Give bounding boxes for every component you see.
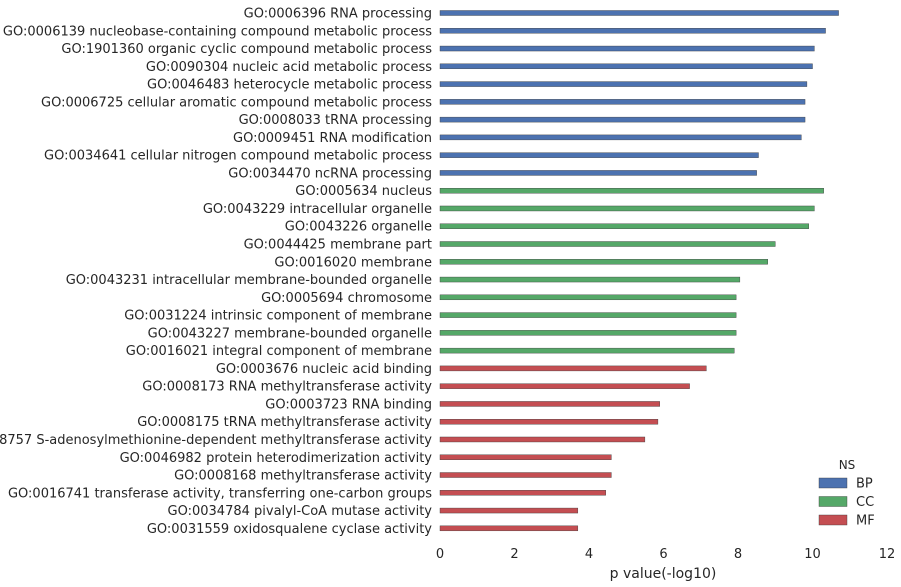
x-tick-label: 4 <box>585 547 593 562</box>
category-label: GO:0043227 membrane-bounded organelle <box>148 326 432 341</box>
category-label: GO:0043226 organelle <box>285 220 432 235</box>
bar-mf <box>439 525 579 532</box>
bar-mf <box>439 454 612 460</box>
bar-bp <box>439 28 826 34</box>
category-label: GO:0046982 protein heterodimerization ac… <box>120 451 433 466</box>
bar-cc <box>439 223 809 229</box>
legend-swatch-bp <box>818 477 848 489</box>
category-label: GO:0034784 pivalyl-CoA mutase activity <box>168 504 433 519</box>
bar-cc <box>439 259 768 265</box>
bar-bp <box>439 81 808 87</box>
category-label: GO:0016021 integral component of membran… <box>126 344 432 359</box>
legend: NS BP CC MF <box>818 458 875 529</box>
bar-cc <box>439 241 776 247</box>
category-label: GO:0034470 ncRNA processing <box>228 166 432 181</box>
bar-mf <box>439 365 707 372</box>
bar-cc <box>439 312 737 318</box>
bar-bp <box>439 99 806 105</box>
bar-cc <box>439 330 737 336</box>
bar-bp <box>439 45 815 52</box>
bar-bp <box>439 63 813 70</box>
category-label: GO:0003723 RNA binding <box>265 397 432 412</box>
bar-cc <box>439 187 824 194</box>
category-label: GO:0008168 methyltransferase activity <box>174 469 432 484</box>
category-label: GO:0005634 nucleus <box>295 184 432 199</box>
category-label: GO:0005694 chromosome <box>261 291 432 306</box>
bars <box>439 10 839 532</box>
x-tick-label: 2 <box>510 547 518 562</box>
category-label: GO:0044425 membrane part <box>244 238 432 253</box>
bar-mf <box>439 436 646 443</box>
category-label: GO:0008175 tRNA methyltransferase activi… <box>137 415 432 430</box>
x-tick-label: 12 <box>879 547 896 562</box>
bar-bp <box>439 10 839 16</box>
category-label: GO:0006396 RNA processing <box>244 7 432 22</box>
x-axis-label: p value(-log10) <box>610 566 717 582</box>
category-label: GO:0031559 oxidosqualene cyclase activit… <box>147 522 432 537</box>
category-label: GO:0016741 transferase activity, transfe… <box>8 486 432 501</box>
bar-bp <box>439 116 806 123</box>
category-label: GO:0034641 cellular nitrogen compound me… <box>44 149 432 164</box>
category-label: GO:0003676 nucleic acid binding <box>216 362 432 377</box>
bar-bp <box>439 170 757 176</box>
bar-mf <box>439 490 606 496</box>
bar-mf <box>439 507 579 514</box>
x-tick-label: 0 <box>436 547 444 562</box>
category-labels: GO:0006396 RNA processing GO:0006139 nucl… <box>0 7 432 537</box>
bar-bp <box>439 152 759 158</box>
legend-swatch-cc <box>818 496 848 507</box>
x-tick-label: 8 <box>734 547 742 562</box>
x-tick-label: 10 <box>804 547 821 562</box>
category-label: GO:0043229 intracellular organelle <box>203 202 432 217</box>
legend-label-cc: CC <box>856 495 874 510</box>
category-label: GO:0016020 membrane <box>274 255 432 270</box>
bar-bp <box>439 134 802 141</box>
category-label: GO:0009451 RNA modification <box>233 131 432 146</box>
x-axis: 0 2 4 6 8 10 12 <box>436 547 895 562</box>
legend-label-bp: BP <box>856 477 873 492</box>
category-label: GO:1901360 organic cyclic compound metab… <box>61 42 432 57</box>
category-label: GO:0008173 RNA methyltransferase activit… <box>142 380 432 395</box>
bar-cc <box>439 276 741 283</box>
category-label: GO:0008033 tRNA processing <box>239 113 432 128</box>
legend-title: NS <box>839 458 856 472</box>
category-label: GO:0046483 heterocycle metabolic process <box>147 78 432 93</box>
bar-mf <box>439 472 612 478</box>
bar-cc <box>439 205 815 212</box>
category-label: GO:0006139 nucleobase-containing compoun… <box>3 24 432 39</box>
category-label: GO:0090304 nucleic acid metabolic proces… <box>146 60 432 75</box>
bar-cc <box>439 347 735 354</box>
category-label: GO:0043231 intracellular membrane-bounde… <box>66 273 432 288</box>
category-label: GO:0008757 S-adenosylmethionine-dependen… <box>0 433 432 448</box>
category-label: GO:0006725 cellular aromatic compound me… <box>41 95 432 110</box>
legend-swatch-mf <box>818 514 848 526</box>
bar-mf <box>439 419 659 425</box>
bar-mf <box>439 401 660 407</box>
bar-mf <box>439 383 690 389</box>
bar-cc <box>439 294 737 301</box>
x-tick-label: 6 <box>659 547 667 562</box>
category-label: GO:0031224 intrinsic component of membra… <box>124 309 432 324</box>
legend-label-mf: MF <box>856 514 875 529</box>
